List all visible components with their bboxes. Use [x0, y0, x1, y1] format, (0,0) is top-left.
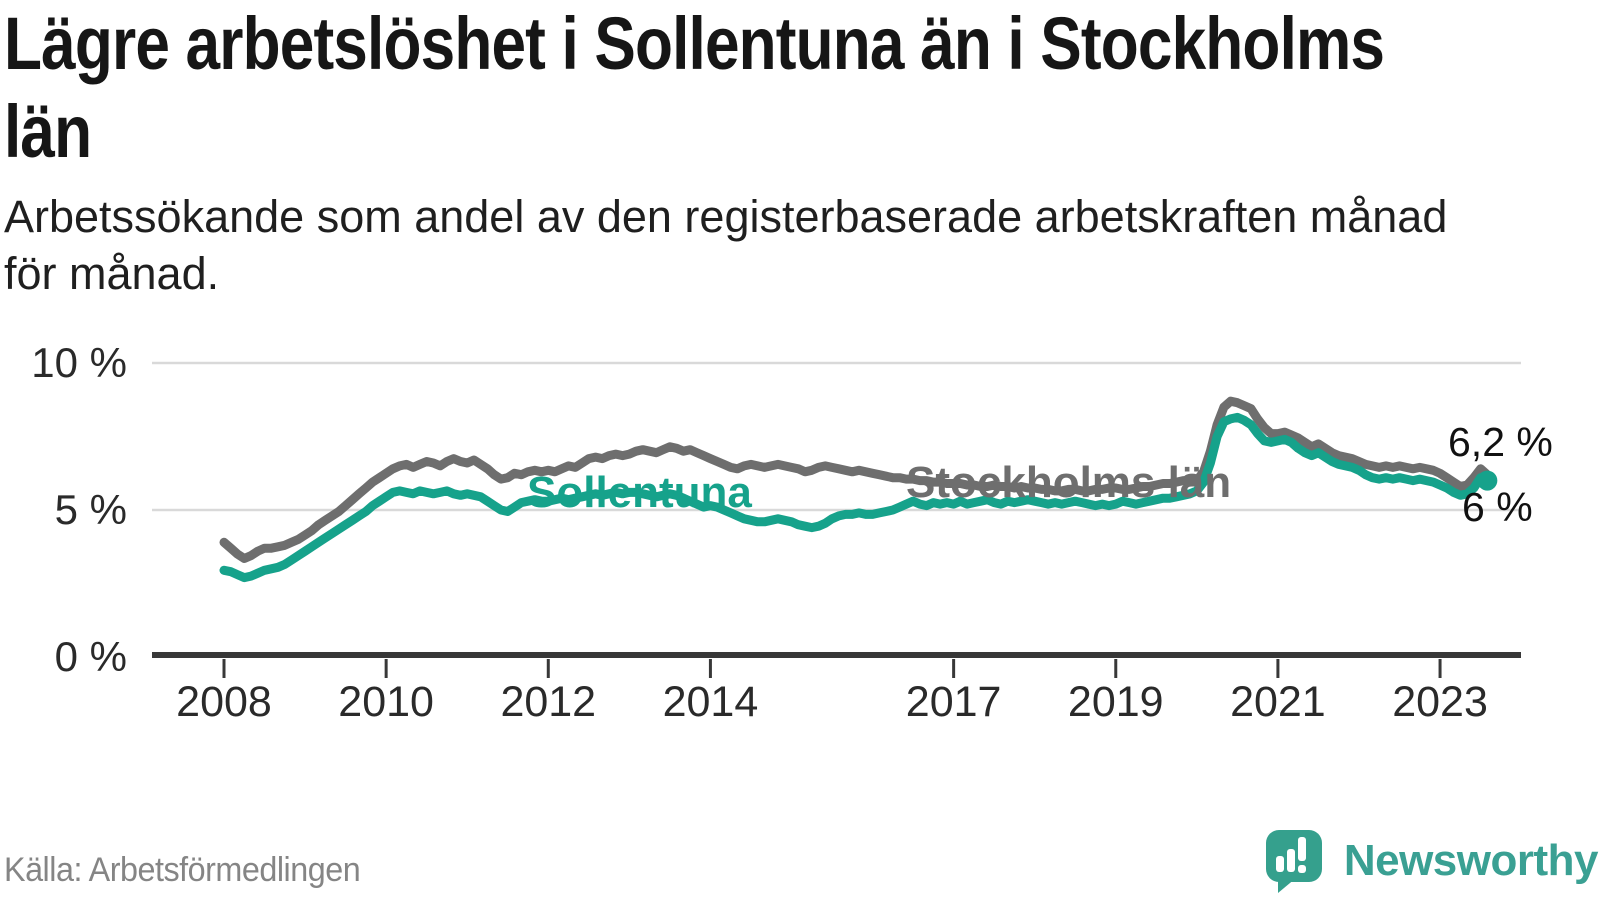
x-tick-label-2017: 2017 [906, 678, 1002, 726]
newsworthy-brand: Newsworthy [1264, 828, 1599, 894]
page-title: Lägre arbetslöshet i Sollentuna än i Sto… [4, 0, 1600, 176]
source-note: Källa: Arbetsförmedlingen [4, 851, 361, 889]
end-value-label-sollentuna: 6 % [1462, 484, 1533, 530]
page-title-line-1: Lägre arbetslöshet i Sollentuna än i Sto… [4, 2, 1385, 85]
x-tick-label-2021: 2021 [1230, 678, 1326, 726]
line-stockholms-l-n [219, 396, 1492, 563]
chart-subtitle: Arbetssökande som andel av den registerb… [4, 188, 1594, 302]
newsworthy-logo-icon [1265, 830, 1322, 893]
line-sollentuna [219, 412, 1492, 583]
page-title-line-2: län [4, 90, 92, 173]
y-tick-label-5: 5 % [55, 486, 127, 533]
x-tick-label-2019: 2019 [1068, 678, 1164, 726]
chart-subtitle-line-2: för månad. [4, 248, 220, 299]
end-dot-sollentuna [1477, 470, 1498, 491]
series-label-sollentuna: Sollentuna [527, 468, 752, 517]
newsworthy-brand-name: Newsworthy [1343, 836, 1599, 885]
x-tick-label-2008: 2008 [176, 678, 272, 726]
x-tick-label-2023: 2023 [1392, 678, 1488, 726]
x-tick-label-2010: 2010 [338, 678, 434, 726]
x-tick-label-2014: 2014 [663, 678, 759, 726]
chart-subtitle-line-1: Arbetssökande som andel av den registerb… [4, 191, 1448, 242]
y-tick-label-10: 10 % [31, 339, 127, 386]
x-tick-label-2012: 2012 [500, 678, 596, 726]
y-tick-label-0: 0 % [55, 633, 127, 680]
end-value-label-stockholms-l-n: 6,2 % [1448, 419, 1553, 465]
series-label-stockholms-l-n: Stockholms län [906, 458, 1231, 507]
